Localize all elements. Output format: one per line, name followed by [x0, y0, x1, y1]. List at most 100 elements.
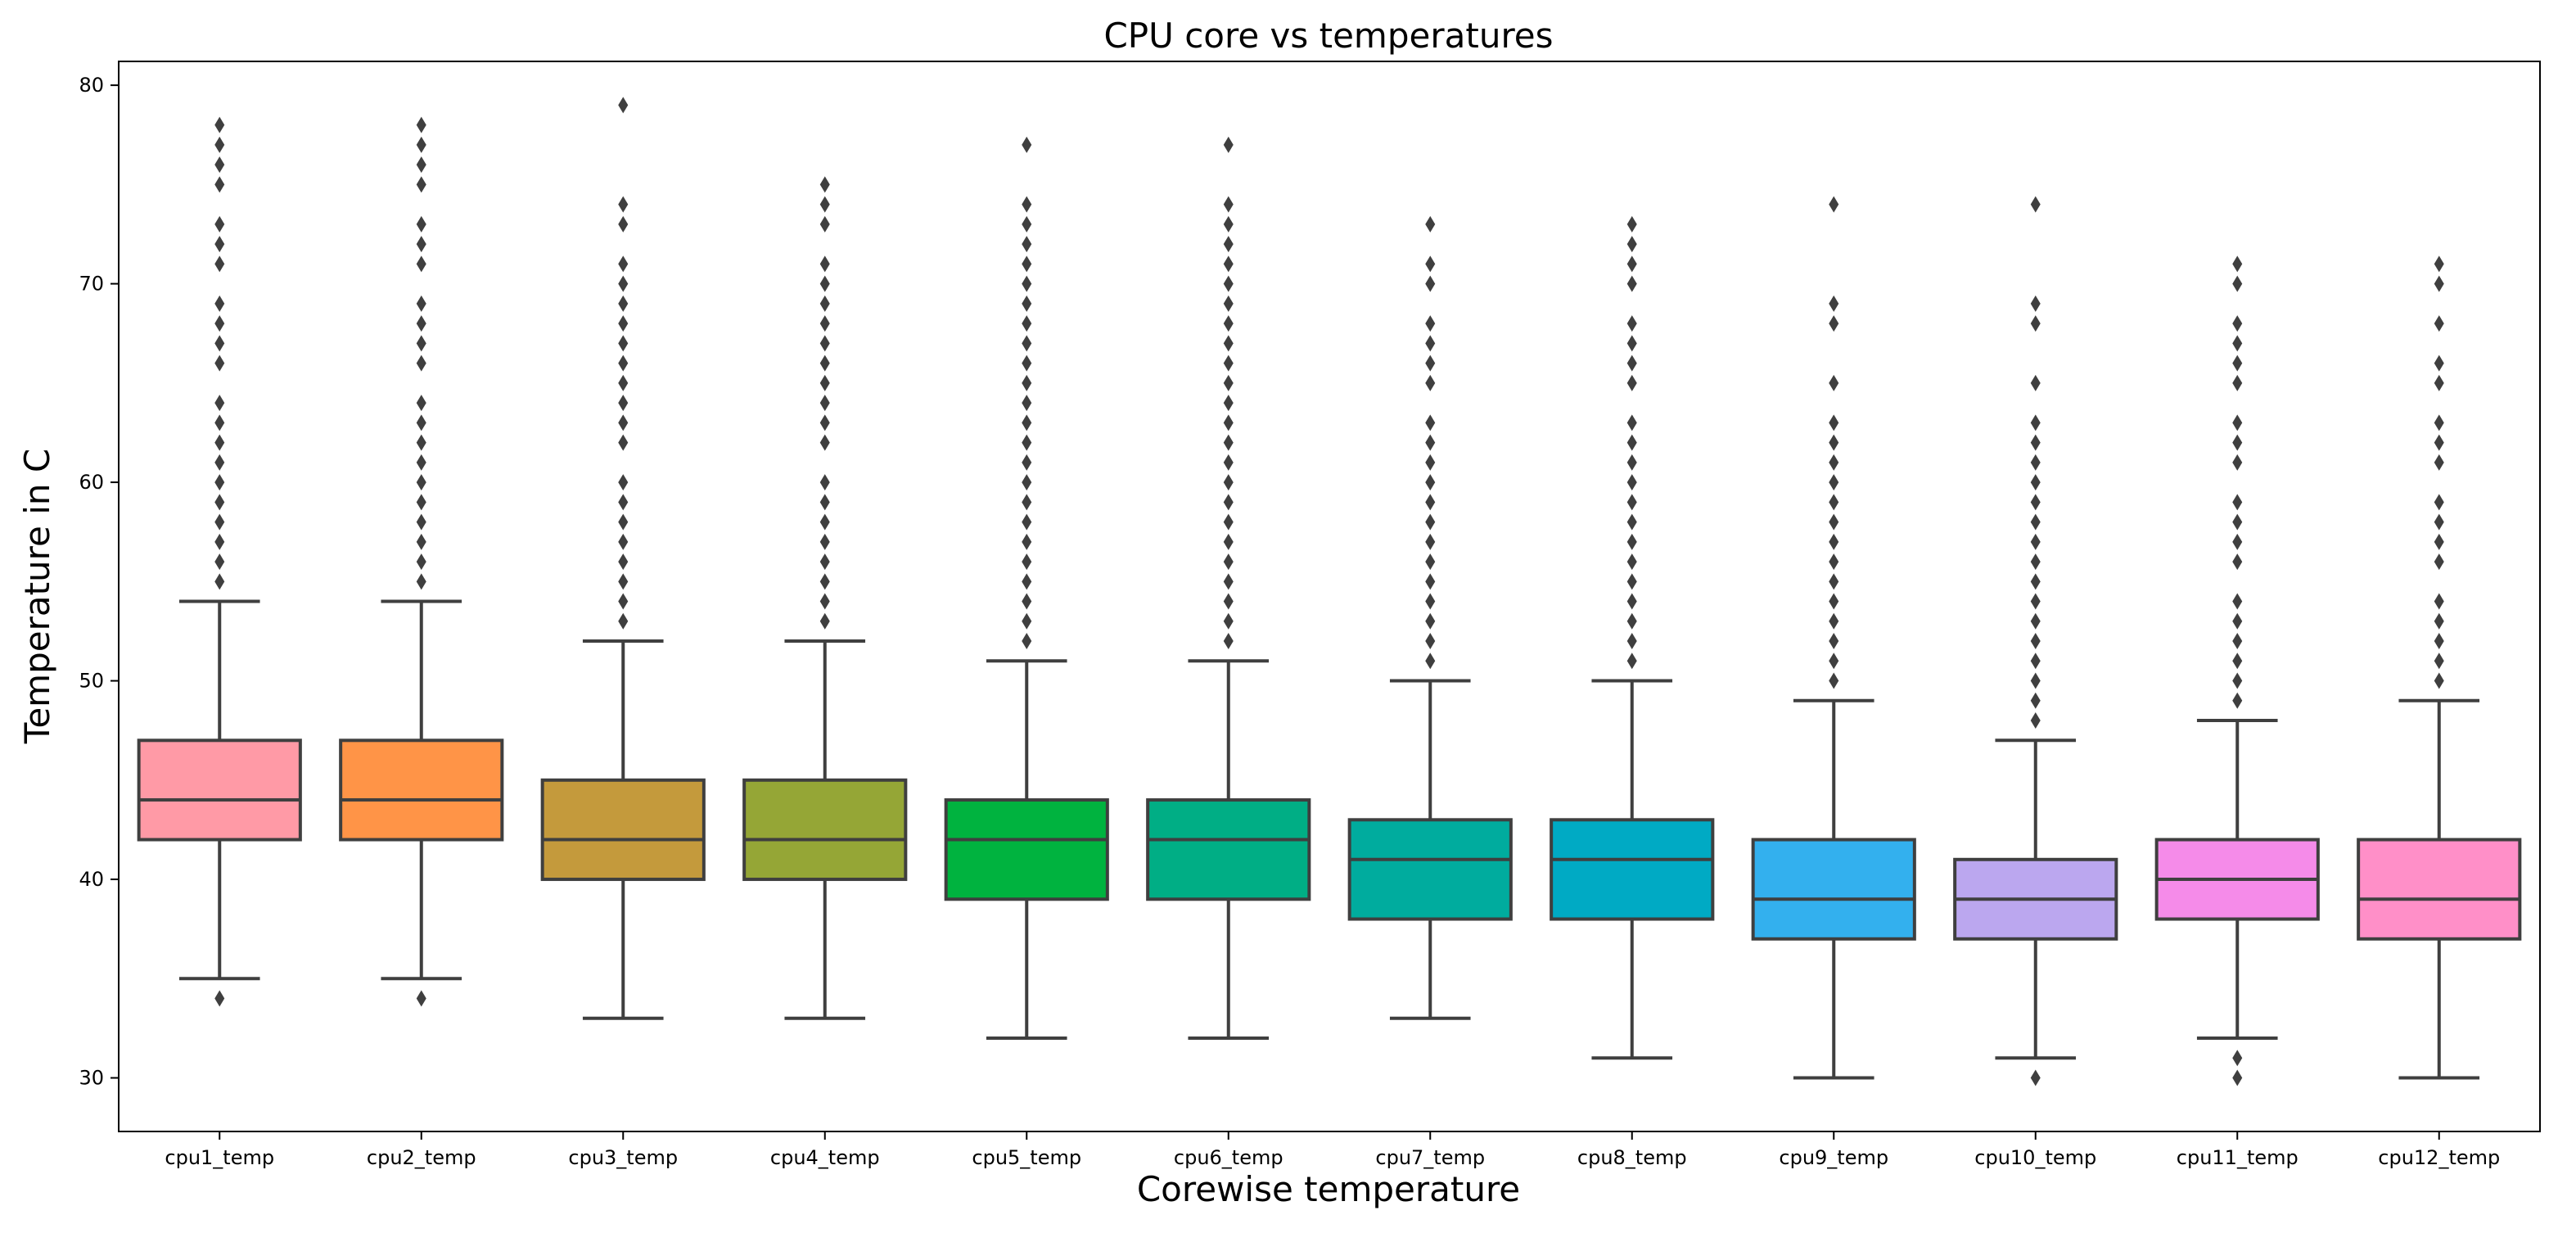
outlier-point	[618, 395, 629, 412]
outlier-point	[2030, 494, 2041, 511]
outlier-point	[1829, 454, 1839, 471]
outlier-point	[2030, 653, 2041, 670]
outlier-point	[1626, 315, 1637, 332]
outlier-point	[416, 990, 426, 1007]
outlier-point	[1425, 494, 1436, 511]
outlier-point	[1425, 414, 1436, 431]
outlier-point	[1425, 335, 1436, 352]
outlier-point	[1022, 236, 1032, 253]
outlier-point	[416, 136, 426, 153]
outlier-point	[214, 494, 225, 511]
outlier-point	[416, 434, 426, 451]
y-tick-label: 80	[79, 74, 104, 97]
outlier-point	[214, 295, 225, 312]
outlier-point	[1223, 215, 1234, 233]
outlier-point	[2232, 1050, 2243, 1067]
outlier-point	[618, 315, 629, 332]
x-tick-label: cpu10_temp	[1974, 1146, 2096, 1169]
outlier-point	[1626, 434, 1637, 451]
outlier-point	[1022, 553, 1032, 571]
outlier-point	[214, 215, 225, 233]
outlier-point	[2434, 434, 2444, 451]
outlier-point	[2232, 692, 2243, 709]
outlier-point	[819, 593, 830, 610]
outlier-point	[416, 474, 426, 491]
outlier-point	[2030, 374, 2041, 391]
outlier-point	[1022, 355, 1032, 372]
outlier-point	[214, 355, 225, 372]
outlier-point	[214, 176, 225, 193]
outlier-point	[1829, 573, 1839, 590]
outlier-point	[1626, 374, 1637, 391]
box-cpu1_temp	[137, 116, 302, 1007]
x-tick-label: cpu8_temp	[1577, 1146, 1687, 1169]
outlier-point	[1425, 474, 1436, 491]
outlier-point	[1626, 653, 1637, 670]
outlier-point	[2232, 414, 2243, 431]
outlier-point	[416, 255, 426, 273]
outlier-point	[1626, 573, 1637, 590]
box-cpu8_temp	[1550, 215, 1715, 1060]
box-cpu4_temp	[742, 176, 908, 1020]
outlier-point	[1223, 275, 1234, 292]
box-cpu5_temp	[944, 136, 1109, 1041]
x-tick-label: cpu9_temp	[1779, 1146, 1888, 1169]
outlier-point	[2030, 513, 2041, 531]
outlier-point	[1425, 434, 1436, 451]
outlier-point	[1829, 633, 1839, 650]
outlier-point	[214, 395, 225, 412]
outlier-point	[214, 533, 225, 550]
chart-title: CPU core vs temperatures	[1103, 16, 1553, 56]
outlier-point	[2030, 633, 2041, 650]
outlier-point	[2434, 255, 2444, 273]
outlier-point	[1223, 513, 1234, 531]
outlier-point	[618, 513, 629, 531]
box-cpu7_temp	[1347, 215, 1513, 1020]
outlier-point	[2232, 374, 2243, 391]
iqr-box	[742, 778, 908, 882]
x-tick-label: cpu4_temp	[770, 1146, 880, 1169]
outlier-point	[1223, 593, 1234, 610]
iqr-box	[944, 798, 1109, 901]
outlier-point	[819, 196, 830, 213]
outlier-point	[416, 315, 426, 332]
outlier-point	[2434, 653, 2444, 670]
box-cpu6_temp	[1146, 136, 1311, 1041]
outlier-point	[1022, 196, 1032, 213]
outlier-point	[1022, 295, 1032, 312]
outlier-point	[416, 414, 426, 431]
x-tick-label: cpu5_temp	[972, 1146, 1081, 1169]
outlier-point	[2232, 1069, 2243, 1086]
outlier-point	[819, 295, 830, 312]
iqr-box	[1550, 818, 1715, 921]
outlier-point	[1626, 275, 1637, 292]
outlier-point	[819, 315, 830, 332]
outlier-point	[2434, 593, 2444, 610]
outlier-point	[1425, 374, 1436, 391]
outlier-point	[2030, 712, 2041, 729]
outlier-point	[819, 255, 830, 273]
outlier-point	[1022, 374, 1032, 391]
outlier-point	[1626, 513, 1637, 531]
y-axis-label: Temperature in C	[17, 449, 57, 744]
outlier-point	[2434, 533, 2444, 550]
outlier-point	[2232, 672, 2243, 689]
outlier-point	[2030, 593, 2041, 610]
outlier-point	[416, 355, 426, 372]
outlier-point	[1425, 215, 1436, 233]
outlier-point	[819, 533, 830, 550]
outlier-point	[1425, 553, 1436, 571]
outlier-point	[1626, 255, 1637, 273]
outlier-point	[416, 494, 426, 511]
outlier-point	[2232, 633, 2243, 650]
outlier-point	[2030, 692, 2041, 709]
outlier-point	[819, 355, 830, 372]
outlier-point	[2232, 612, 2243, 630]
outlier-point	[819, 513, 830, 531]
box-cpu2_temp	[339, 116, 504, 1007]
outlier-point	[1223, 454, 1234, 471]
outlier-point	[819, 474, 830, 491]
outlier-point	[2434, 672, 2444, 689]
x-axis-label: Corewise temperature	[1137, 1169, 1520, 1209]
